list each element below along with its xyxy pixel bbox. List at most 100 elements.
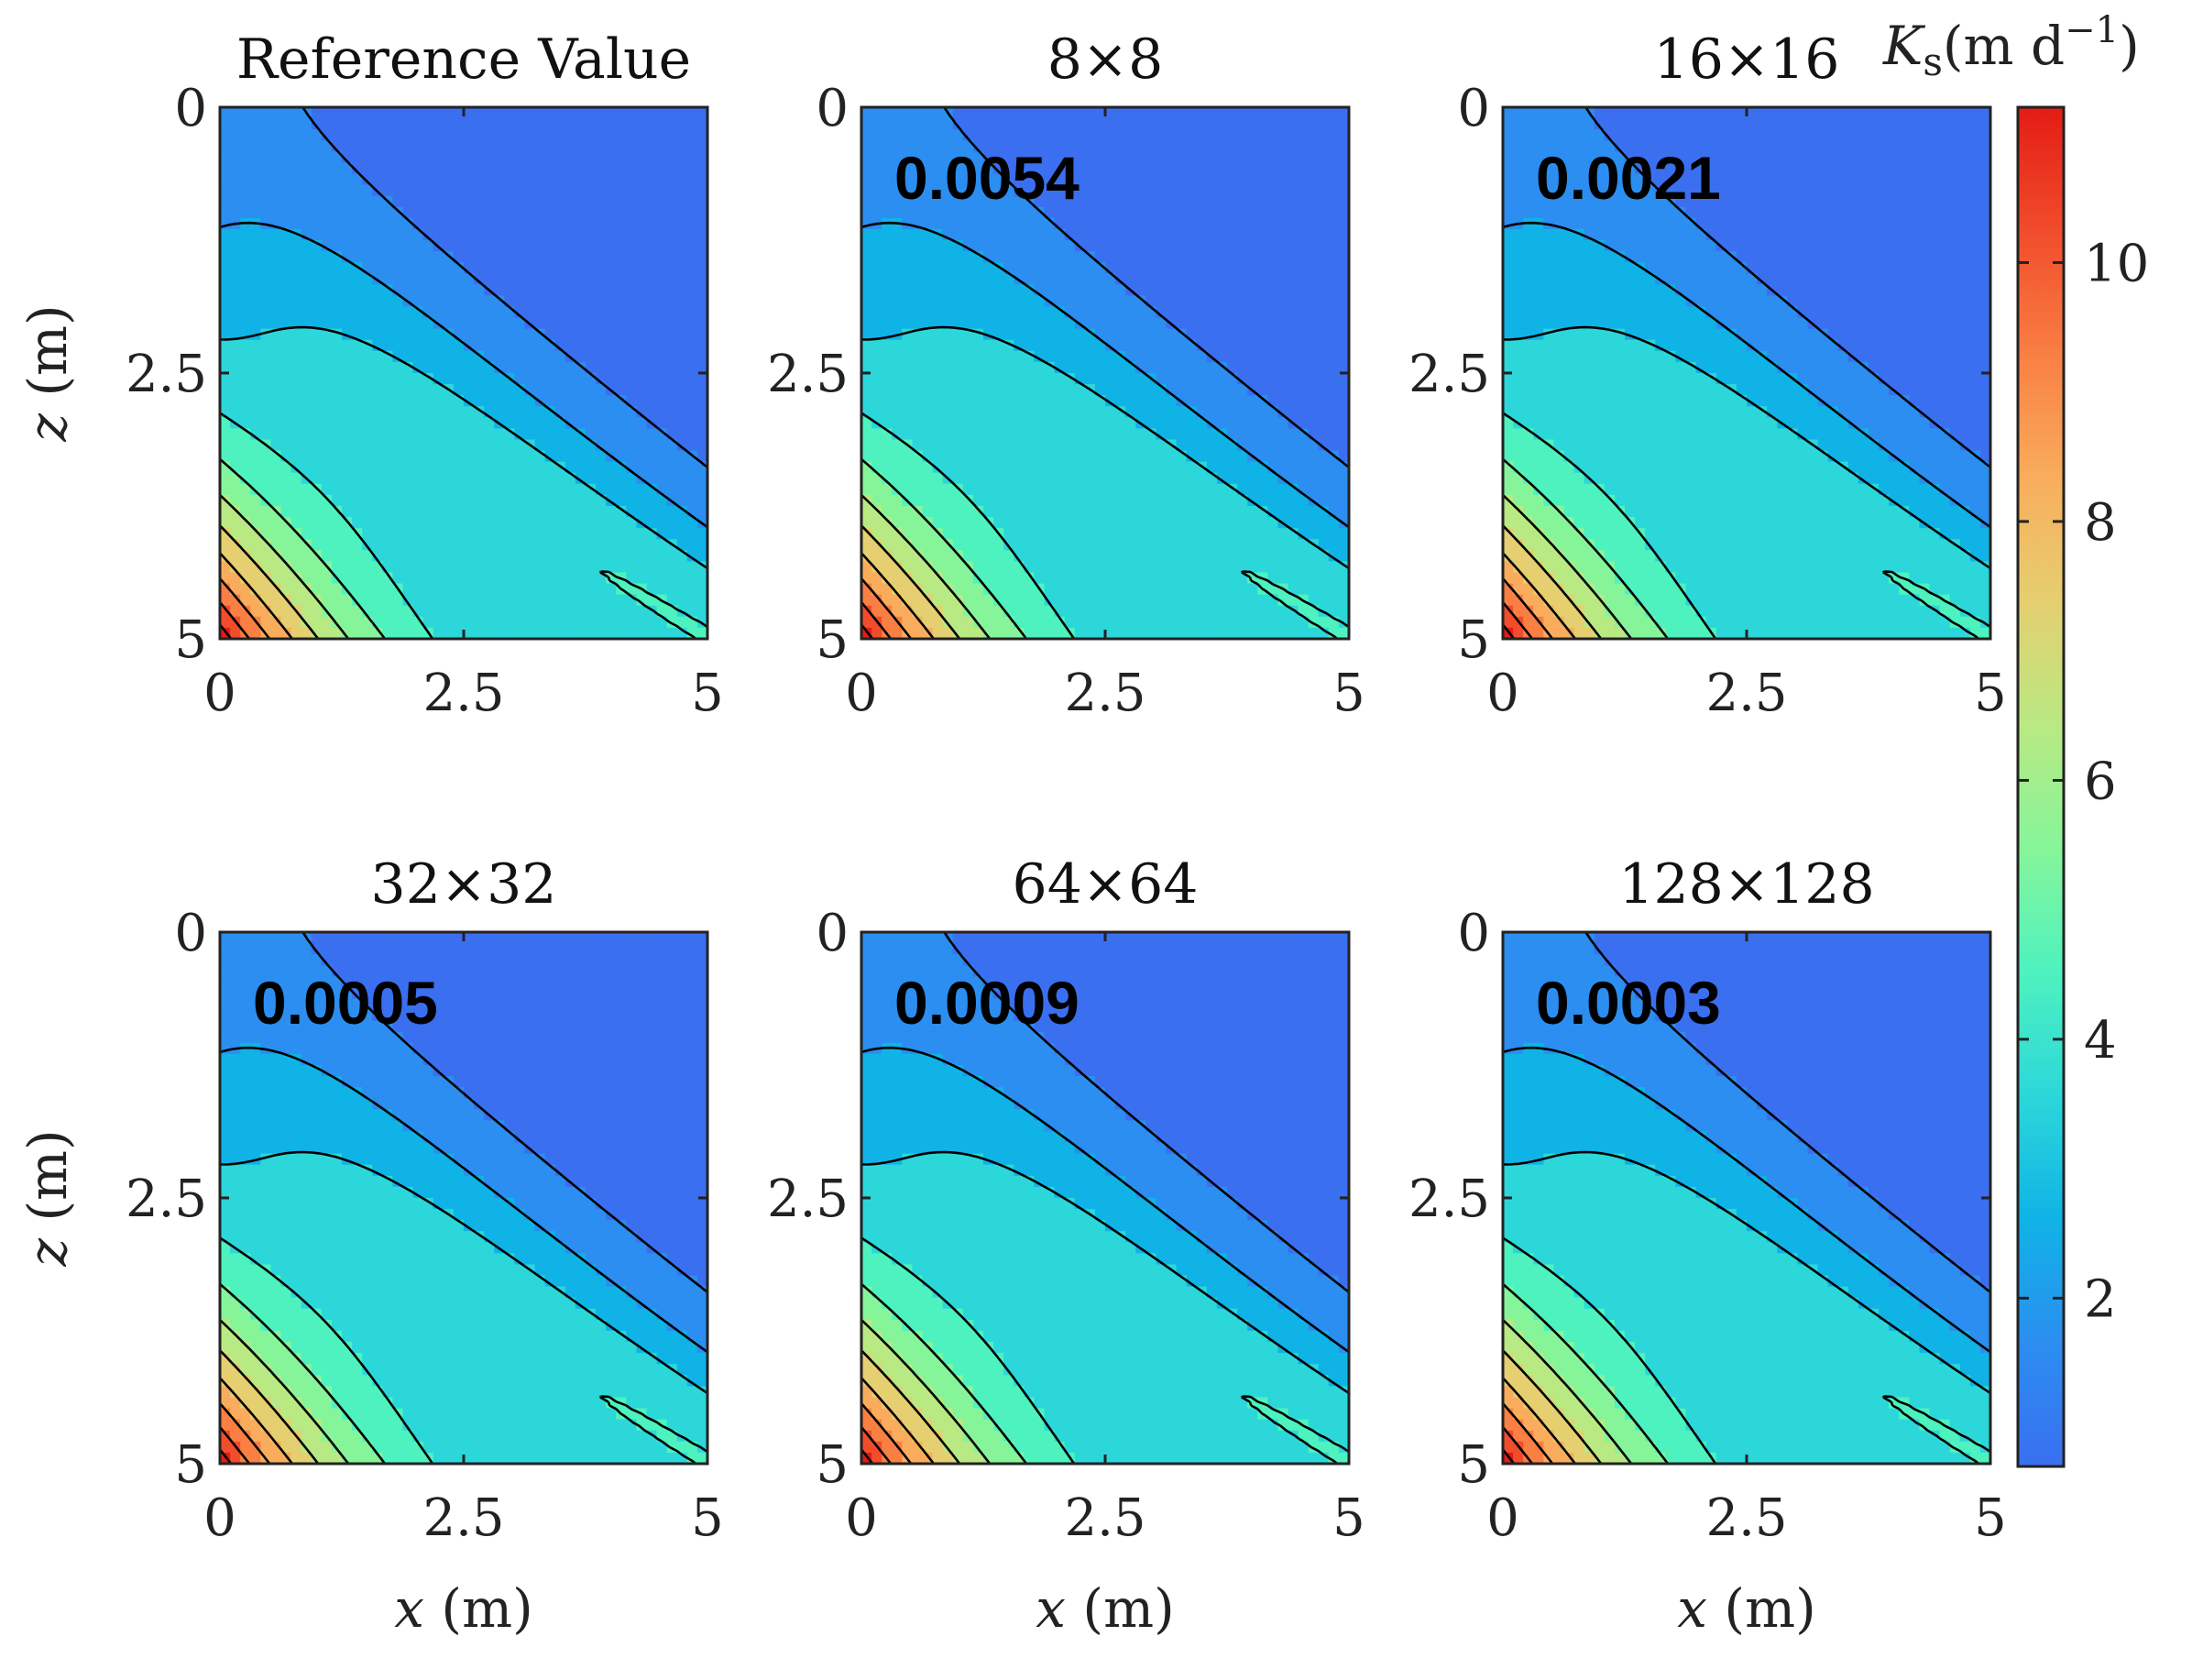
field-cell [1869, 129, 1880, 142]
field-cell [524, 361, 536, 374]
field-cell [1288, 395, 1299, 408]
field-cell [646, 539, 658, 552]
field-cell [892, 428, 904, 441]
field-cell [972, 118, 984, 130]
field-cell [311, 384, 323, 396]
field-cell [962, 140, 974, 153]
field-cell [1298, 417, 1310, 430]
field-cell [1227, 328, 1238, 341]
field-cell [1044, 184, 1056, 197]
field-cell [586, 262, 597, 275]
field-cell [1308, 572, 1320, 585]
field-cell [636, 162, 648, 175]
panel-2: 0 2.5 502.558×80.0054 [767, 27, 1365, 723]
field-cell [331, 107, 343, 119]
field-cell [1125, 450, 1137, 463]
field-cell [1594, 107, 1606, 119]
field-cell [962, 129, 974, 142]
field-cell [1034, 450, 1046, 463]
field-cell [1979, 140, 1990, 153]
field-cell [1003, 506, 1015, 518]
field-cell [666, 395, 678, 408]
field-cell [1054, 494, 1066, 507]
field-cell [1064, 594, 1076, 607]
field-cell [1328, 206, 1340, 219]
field-cell [1288, 195, 1299, 208]
field-cell [636, 605, 648, 618]
field-cell [240, 273, 252, 286]
field-cell [412, 461, 424, 474]
field-cell [646, 483, 658, 496]
field-cell [1635, 173, 1646, 186]
field-cell [564, 228, 576, 241]
field-cell [942, 151, 954, 164]
field-cell [1105, 472, 1116, 485]
field-cell [646, 295, 658, 308]
field-cell [331, 273, 343, 286]
field-cell [280, 406, 292, 419]
field-cell [952, 384, 964, 396]
field-cell [290, 328, 302, 341]
field-cell [1105, 428, 1116, 441]
field-cell [686, 306, 698, 319]
field-cell [290, 373, 302, 385]
field-cell [1186, 162, 1198, 175]
field-cell [1054, 206, 1066, 219]
field-cell [1573, 107, 1585, 119]
field-cell [1094, 206, 1106, 219]
field-cell [902, 228, 914, 241]
field-cell [1064, 395, 1076, 408]
field-cell [240, 306, 252, 319]
field-cell [474, 328, 485, 341]
field-cell [260, 306, 272, 319]
field-cell [575, 173, 586, 186]
field-cell [1247, 339, 1259, 352]
field-cell [1267, 339, 1279, 352]
field-cell [1034, 306, 1046, 319]
field-cell [1135, 240, 1147, 252]
field-cell [1338, 350, 1349, 363]
field-cell [1949, 140, 1961, 153]
field-cell [331, 173, 343, 186]
field-cell [626, 373, 638, 385]
field-cell [1034, 517, 1046, 529]
field-cell [290, 217, 302, 230]
field-cell [952, 616, 964, 629]
field-cell [422, 406, 434, 419]
field-cell [1277, 450, 1289, 463]
field-cell [922, 251, 934, 263]
field-cell [962, 572, 974, 585]
field-cell [1176, 118, 1188, 130]
field-cell [1237, 539, 1248, 552]
field-cell [352, 273, 363, 286]
field-cell [564, 572, 576, 585]
field-cell [1034, 184, 1046, 197]
field-cell [892, 506, 904, 518]
field-cell [942, 494, 954, 507]
field-cell [676, 384, 688, 396]
field-cell [1665, 173, 1677, 186]
field-cell [1837, 140, 1849, 153]
field-cell [1054, 118, 1066, 130]
field-cell [321, 494, 333, 507]
field-cell [311, 461, 323, 474]
field-cell [993, 140, 1004, 153]
field-cell [1064, 173, 1076, 186]
field-cell [1736, 140, 1748, 153]
field-cell [331, 162, 343, 175]
field-cell [1054, 295, 1066, 308]
field-cell [504, 517, 516, 529]
field-cell [586, 361, 597, 374]
field-cell [871, 273, 882, 286]
field-cell [544, 195, 556, 208]
field-cell [1288, 361, 1299, 374]
field-cell [972, 472, 984, 485]
field-cell [1604, 129, 1616, 142]
field-cell [962, 517, 974, 529]
field-cell [311, 428, 323, 441]
field-cell [1125, 461, 1137, 474]
field-cell [993, 295, 1004, 308]
field-cell [983, 483, 994, 496]
field-cell [1237, 561, 1248, 574]
field-cell [230, 539, 241, 552]
